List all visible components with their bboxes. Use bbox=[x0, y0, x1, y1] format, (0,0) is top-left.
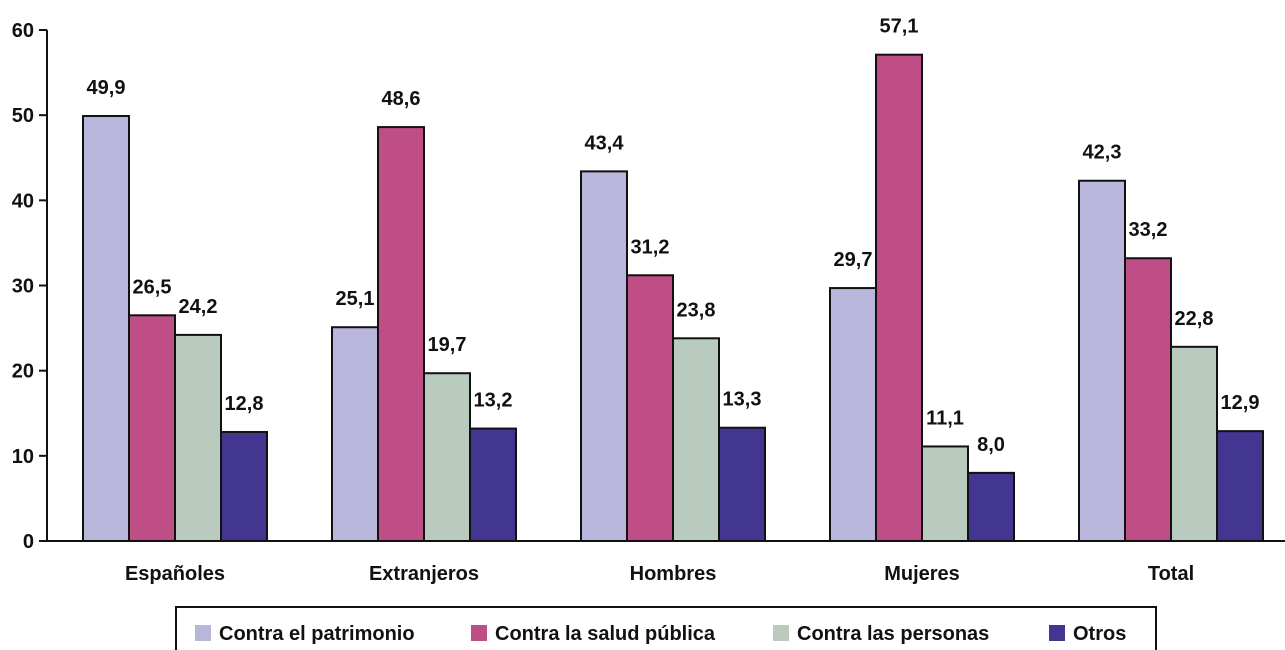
bar-s3-mujeres bbox=[967, 471, 1015, 542]
data-label-s1-extranjeros: 48,6 bbox=[382, 88, 421, 110]
y-tick-label-50: 50 bbox=[12, 105, 34, 127]
legend-label-s3: Otros bbox=[1073, 623, 1126, 645]
bar-s1-extranjeros bbox=[377, 126, 425, 542]
data-label-s2-total: 22,8 bbox=[1175, 308, 1214, 330]
data-label-s0-extranjeros: 25,1 bbox=[336, 288, 375, 310]
data-label-s3-extranjeros: 13,2 bbox=[474, 390, 513, 412]
bar-s0-espanoles bbox=[82, 115, 130, 542]
data-label-s0-total: 42,3 bbox=[1083, 142, 1122, 164]
data-label-s2-hombres: 23,8 bbox=[677, 299, 716, 321]
legend-label-s0: Contra el patrimonio bbox=[219, 623, 415, 645]
data-label-s1-total: 33,2 bbox=[1129, 219, 1168, 241]
bar-s1-total bbox=[1124, 257, 1172, 542]
axes: 0 10 20 30 40 50 60 Españoles Extranjeros Hombres… bbox=[12, 20, 1285, 585]
bar-s1-espanoles bbox=[128, 314, 176, 542]
bar-s3-total bbox=[1216, 430, 1264, 543]
legend-swatch-s2 bbox=[773, 625, 789, 641]
data-label-s3-espanoles: 12,8 bbox=[225, 393, 264, 415]
bar-s2-extranjeros bbox=[423, 372, 471, 543]
legend-swatch-s1 bbox=[471, 625, 487, 641]
bar-s3-extranjeros bbox=[469, 427, 517, 542]
bar-s2-mujeres bbox=[921, 445, 969, 542]
data-label-s2-extranjeros: 19,7 bbox=[428, 334, 467, 356]
y-tick-label-20: 20 bbox=[12, 361, 34, 383]
data-label-s0-hombres: 43,4 bbox=[585, 132, 625, 154]
bar-s0-extranjeros bbox=[331, 326, 379, 542]
y-tick-label-60: 60 bbox=[12, 20, 34, 42]
data-label-s2-espanoles: 24,2 bbox=[179, 296, 218, 318]
data-labels-layer: 49,9 25,1 43,4 29,7 42,3 26,5 48,6 31,2 57,1 33,2… bbox=[87, 16, 1260, 456]
bar-s3-espanoles bbox=[220, 430, 268, 542]
data-label-s3-total: 12,9 bbox=[1221, 392, 1260, 414]
category-label-extranjeros: Extranjeros bbox=[369, 563, 479, 585]
legend-swatch-s0 bbox=[195, 625, 211, 641]
legend-swatch-s3 bbox=[1049, 625, 1065, 641]
y-tick-label-40: 40 bbox=[12, 190, 34, 212]
data-label-s1-espanoles: 26,5 bbox=[133, 276, 172, 298]
bar-s2-total bbox=[1170, 345, 1218, 542]
bar-s0-mujeres bbox=[829, 287, 877, 542]
category-label-espanoles: Españoles bbox=[125, 563, 225, 585]
category-label-total: Total bbox=[1148, 563, 1194, 585]
data-label-s1-mujeres: 57,1 bbox=[880, 16, 919, 38]
y-tick-label-30: 30 bbox=[12, 276, 34, 298]
bar-s1-mujeres bbox=[875, 53, 923, 542]
bar-s0-total bbox=[1078, 179, 1126, 542]
y-tick-label-0: 0 bbox=[23, 531, 34, 553]
data-label-s1-hombres: 31,2 bbox=[631, 236, 670, 258]
data-label-s0-mujeres: 29,7 bbox=[834, 249, 873, 271]
legend: Contra el patrimonio Contra la salud públ… bbox=[175, 606, 1157, 650]
bar-s2-hombres bbox=[672, 337, 720, 543]
data-label-s3-hombres: 13,3 bbox=[723, 389, 762, 411]
bar-s0-hombres bbox=[580, 170, 628, 542]
bars-layer bbox=[82, 53, 1264, 543]
category-label-hombres: Hombres bbox=[630, 563, 717, 585]
data-label-s3-mujeres: 8,0 bbox=[977, 434, 1005, 456]
bar-s3-hombres bbox=[718, 426, 766, 542]
data-label-s2-mujeres: 11,1 bbox=[926, 407, 964, 429]
y-tick-label-10: 10 bbox=[12, 446, 34, 468]
legend-label-s2: Contra las personas bbox=[797, 623, 989, 645]
bar-s1-hombres bbox=[626, 274, 674, 542]
category-label-mujeres: Mujeres bbox=[884, 563, 960, 585]
data-label-s0-espanoles: 49,9 bbox=[87, 77, 126, 99]
legend-label-s1: Contra la salud pública bbox=[495, 623, 716, 645]
legend-box bbox=[175, 606, 1157, 650]
bar-s2-espanoles bbox=[174, 333, 222, 542]
